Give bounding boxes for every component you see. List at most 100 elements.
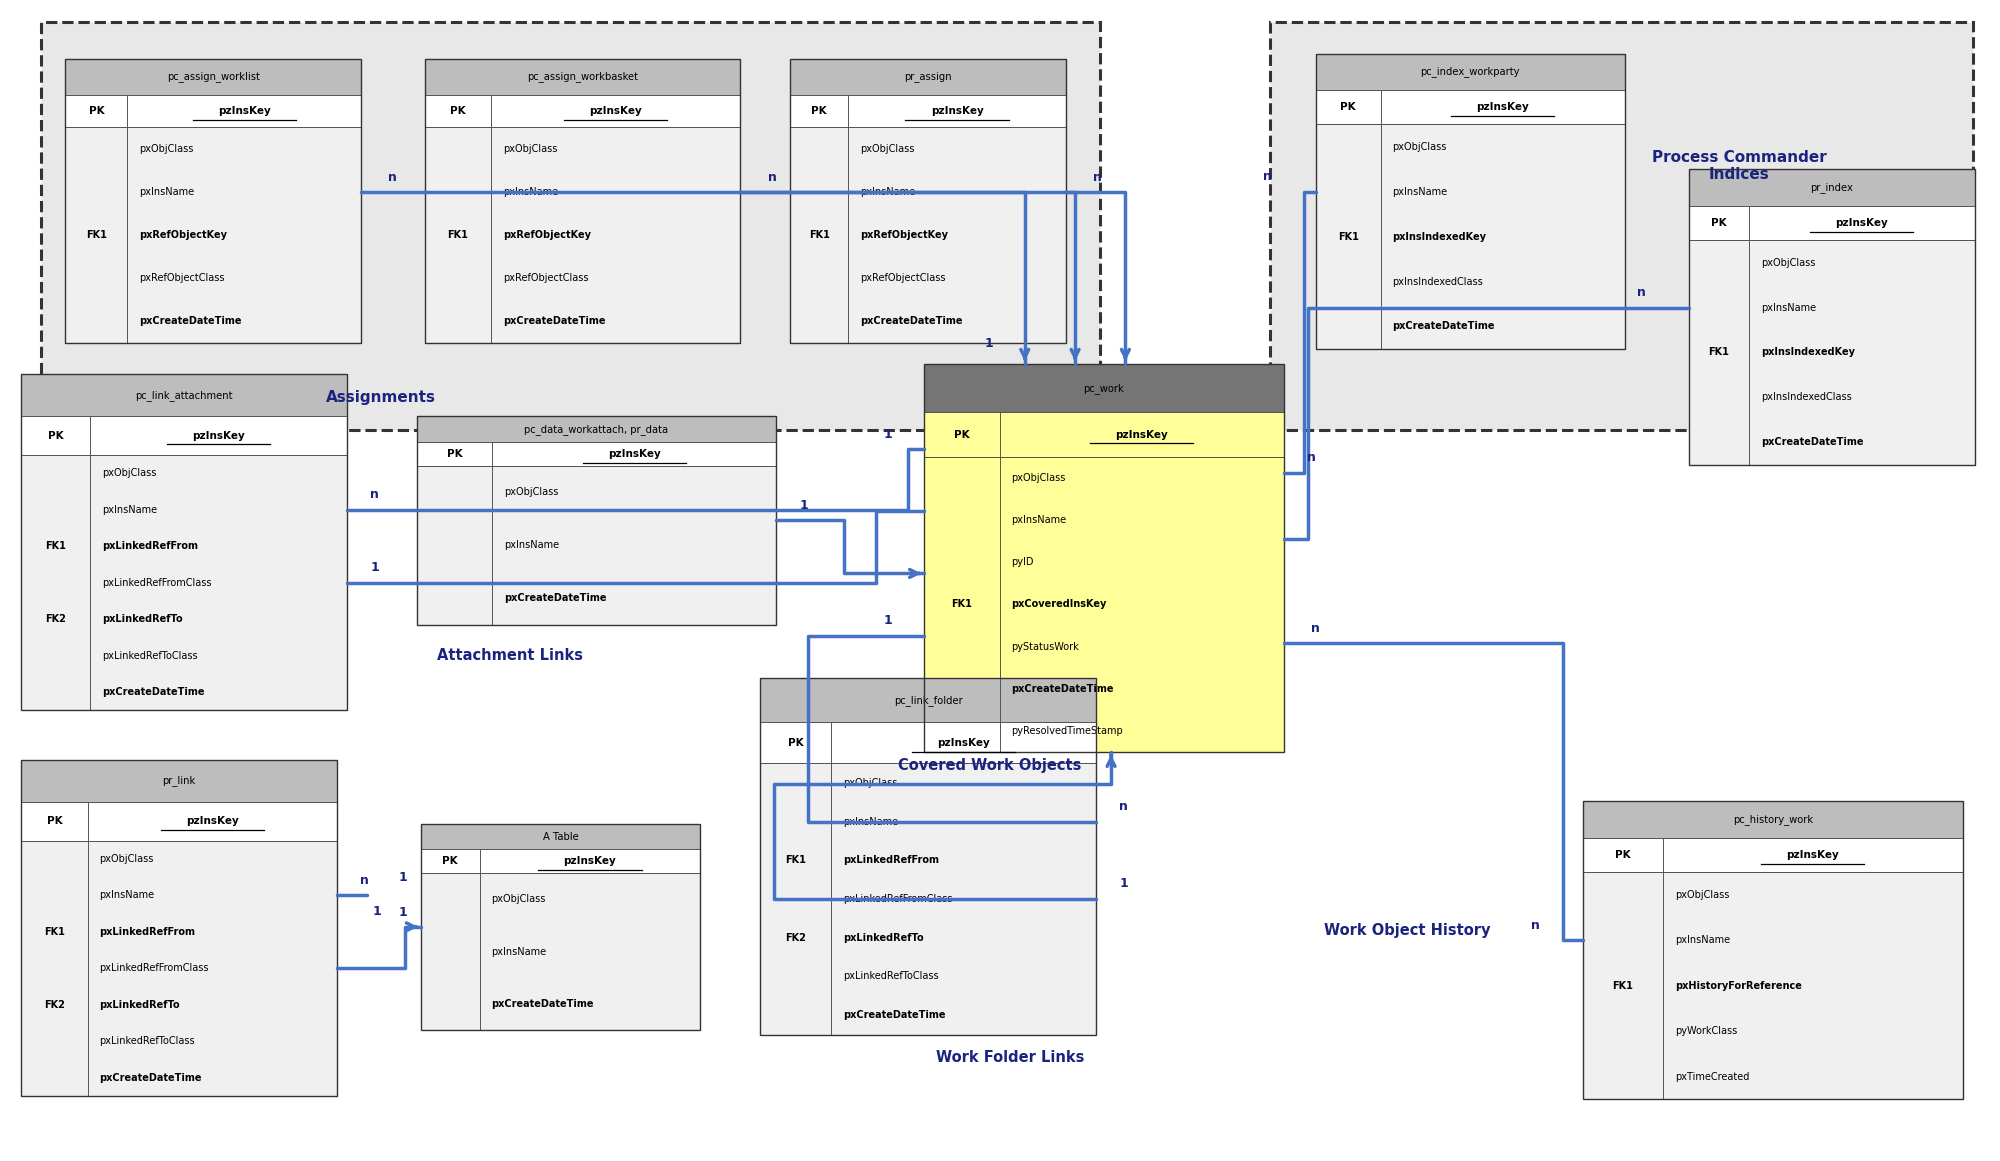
Bar: [22, 374, 346, 711]
Text: pxObjClass: pxObjClass: [102, 468, 156, 478]
Text: PK: PK: [450, 106, 466, 116]
Bar: [420, 850, 700, 873]
Text: pxLinkedRefFromClass: pxLinkedRefFromClass: [102, 577, 212, 587]
Bar: [22, 374, 346, 417]
Text: pxCreateDateTime: pxCreateDateTime: [504, 593, 606, 603]
Text: pzInsKey: pzInsKey: [218, 106, 270, 116]
Text: Assignments: Assignments: [326, 390, 436, 405]
Bar: [22, 760, 336, 1096]
Text: pzInsKey: pzInsKey: [192, 431, 244, 441]
Bar: [924, 363, 1284, 412]
Text: FK2: FK2: [46, 614, 66, 625]
Text: pxRefObjectClass: pxRefObjectClass: [504, 273, 588, 283]
FancyBboxPatch shape: [42, 22, 1100, 430]
Text: pxCreateDateTime: pxCreateDateTime: [100, 1073, 202, 1083]
Text: pc_link_attachment: pc_link_attachment: [136, 390, 232, 401]
Bar: [790, 59, 1066, 342]
Text: pc_index_workparty: pc_index_workparty: [1420, 66, 1520, 78]
Bar: [760, 678, 1096, 1034]
Text: pxRefObjectClass: pxRefObjectClass: [140, 273, 224, 283]
Text: pxCreateDateTime: pxCreateDateTime: [1392, 322, 1496, 331]
Text: pxInsIndexedClass: pxInsIndexedClass: [1762, 392, 1852, 403]
Text: Covered Work Objects: Covered Work Objects: [898, 758, 1082, 773]
Bar: [420, 823, 700, 850]
Bar: [416, 416, 776, 442]
Bar: [22, 760, 336, 802]
Text: pxLinkedRefTo: pxLinkedRefTo: [100, 1000, 180, 1010]
Bar: [1690, 207, 1974, 240]
Bar: [424, 59, 740, 95]
Text: pxCreateDateTime: pxCreateDateTime: [860, 317, 962, 326]
Text: Attachment Links: Attachment Links: [436, 648, 582, 663]
Bar: [1690, 170, 1974, 207]
Text: PK: PK: [442, 857, 458, 866]
Text: pzInsKey: pzInsKey: [608, 449, 660, 459]
Text: Work Folder Links: Work Folder Links: [936, 1051, 1084, 1065]
FancyBboxPatch shape: [1270, 22, 1972, 430]
Bar: [790, 59, 1066, 95]
Text: pzInsKey: pzInsKey: [1836, 218, 1888, 229]
Text: pxLinkedRefFrom: pxLinkedRefFrom: [100, 926, 196, 937]
Text: pxHistoryForReference: pxHistoryForReference: [1674, 981, 1802, 990]
Bar: [760, 678, 1096, 722]
Text: pxCreateDateTime: pxCreateDateTime: [1762, 438, 1864, 447]
Text: pxCoveredInsKey: pxCoveredInsKey: [1012, 599, 1106, 610]
Text: FK1: FK1: [786, 856, 806, 865]
Bar: [1316, 53, 1626, 348]
Text: pc_assign_workbasket: pc_assign_workbasket: [528, 72, 638, 82]
Text: n: n: [1636, 286, 1646, 300]
Text: PK: PK: [1340, 102, 1356, 113]
Text: FK1: FK1: [46, 541, 66, 551]
Text: pxLinkedRefToClass: pxLinkedRefToClass: [102, 650, 198, 661]
Text: pzInsKey: pzInsKey: [590, 106, 642, 116]
Text: FK1: FK1: [1338, 232, 1358, 241]
Text: FK1: FK1: [44, 926, 64, 937]
Text: FK1: FK1: [1612, 981, 1634, 990]
Text: pr_index: pr_index: [1810, 182, 1854, 193]
Bar: [790, 95, 1066, 128]
Text: pxInsName: pxInsName: [1674, 936, 1730, 945]
Text: pxRefObjectKey: pxRefObjectKey: [504, 230, 592, 240]
Bar: [1316, 91, 1626, 124]
Text: PK: PK: [1712, 218, 1726, 229]
Text: A Table: A Table: [542, 831, 578, 842]
Bar: [1316, 124, 1626, 348]
Text: pxCreateDateTime: pxCreateDateTime: [1012, 684, 1114, 694]
Text: pzInsKey: pzInsKey: [1786, 850, 1840, 860]
Bar: [22, 417, 346, 455]
Text: pxObjClass: pxObjClass: [140, 144, 194, 154]
Text: pxInsIndexedKey: pxInsIndexedKey: [1762, 347, 1856, 358]
Bar: [66, 95, 360, 128]
Text: PK: PK: [788, 738, 804, 748]
Text: pxRefObjectKey: pxRefObjectKey: [860, 230, 948, 240]
Text: pxObjClass: pxObjClass: [504, 144, 558, 154]
Bar: [420, 873, 700, 1030]
Bar: [22, 802, 336, 841]
Text: pxInsName: pxInsName: [504, 540, 560, 550]
Text: pxInsName: pxInsName: [504, 187, 558, 197]
Text: pxObjClass: pxObjClass: [100, 853, 154, 864]
Text: pc_data_workattach, pr_data: pc_data_workattach, pr_data: [524, 424, 668, 434]
Bar: [1584, 801, 1962, 1099]
Text: pxObjClass: pxObjClass: [1762, 258, 1816, 268]
Text: pxCreateDateTime: pxCreateDateTime: [102, 687, 204, 697]
Text: pyResolvedTimeStamp: pyResolvedTimeStamp: [1012, 726, 1124, 736]
Bar: [66, 59, 360, 342]
Text: pxInsName: pxInsName: [100, 890, 154, 900]
Bar: [760, 722, 1096, 764]
Bar: [1584, 872, 1962, 1099]
Text: FK1: FK1: [952, 599, 972, 610]
Text: PK: PK: [46, 816, 62, 827]
Text: pxInsName: pxInsName: [860, 187, 916, 197]
Bar: [924, 412, 1284, 457]
Bar: [760, 764, 1096, 1034]
Text: pxRefObjectClass: pxRefObjectClass: [860, 273, 946, 283]
Text: n: n: [388, 171, 398, 183]
Text: pxLinkedRefToClass: pxLinkedRefToClass: [100, 1037, 196, 1046]
Bar: [416, 442, 776, 466]
Text: PK: PK: [88, 106, 104, 116]
Text: n: n: [1312, 622, 1320, 635]
Text: pxInsIndexedClass: pxInsIndexedClass: [1392, 276, 1484, 287]
Bar: [424, 59, 740, 342]
Text: pr_assign: pr_assign: [904, 72, 952, 82]
